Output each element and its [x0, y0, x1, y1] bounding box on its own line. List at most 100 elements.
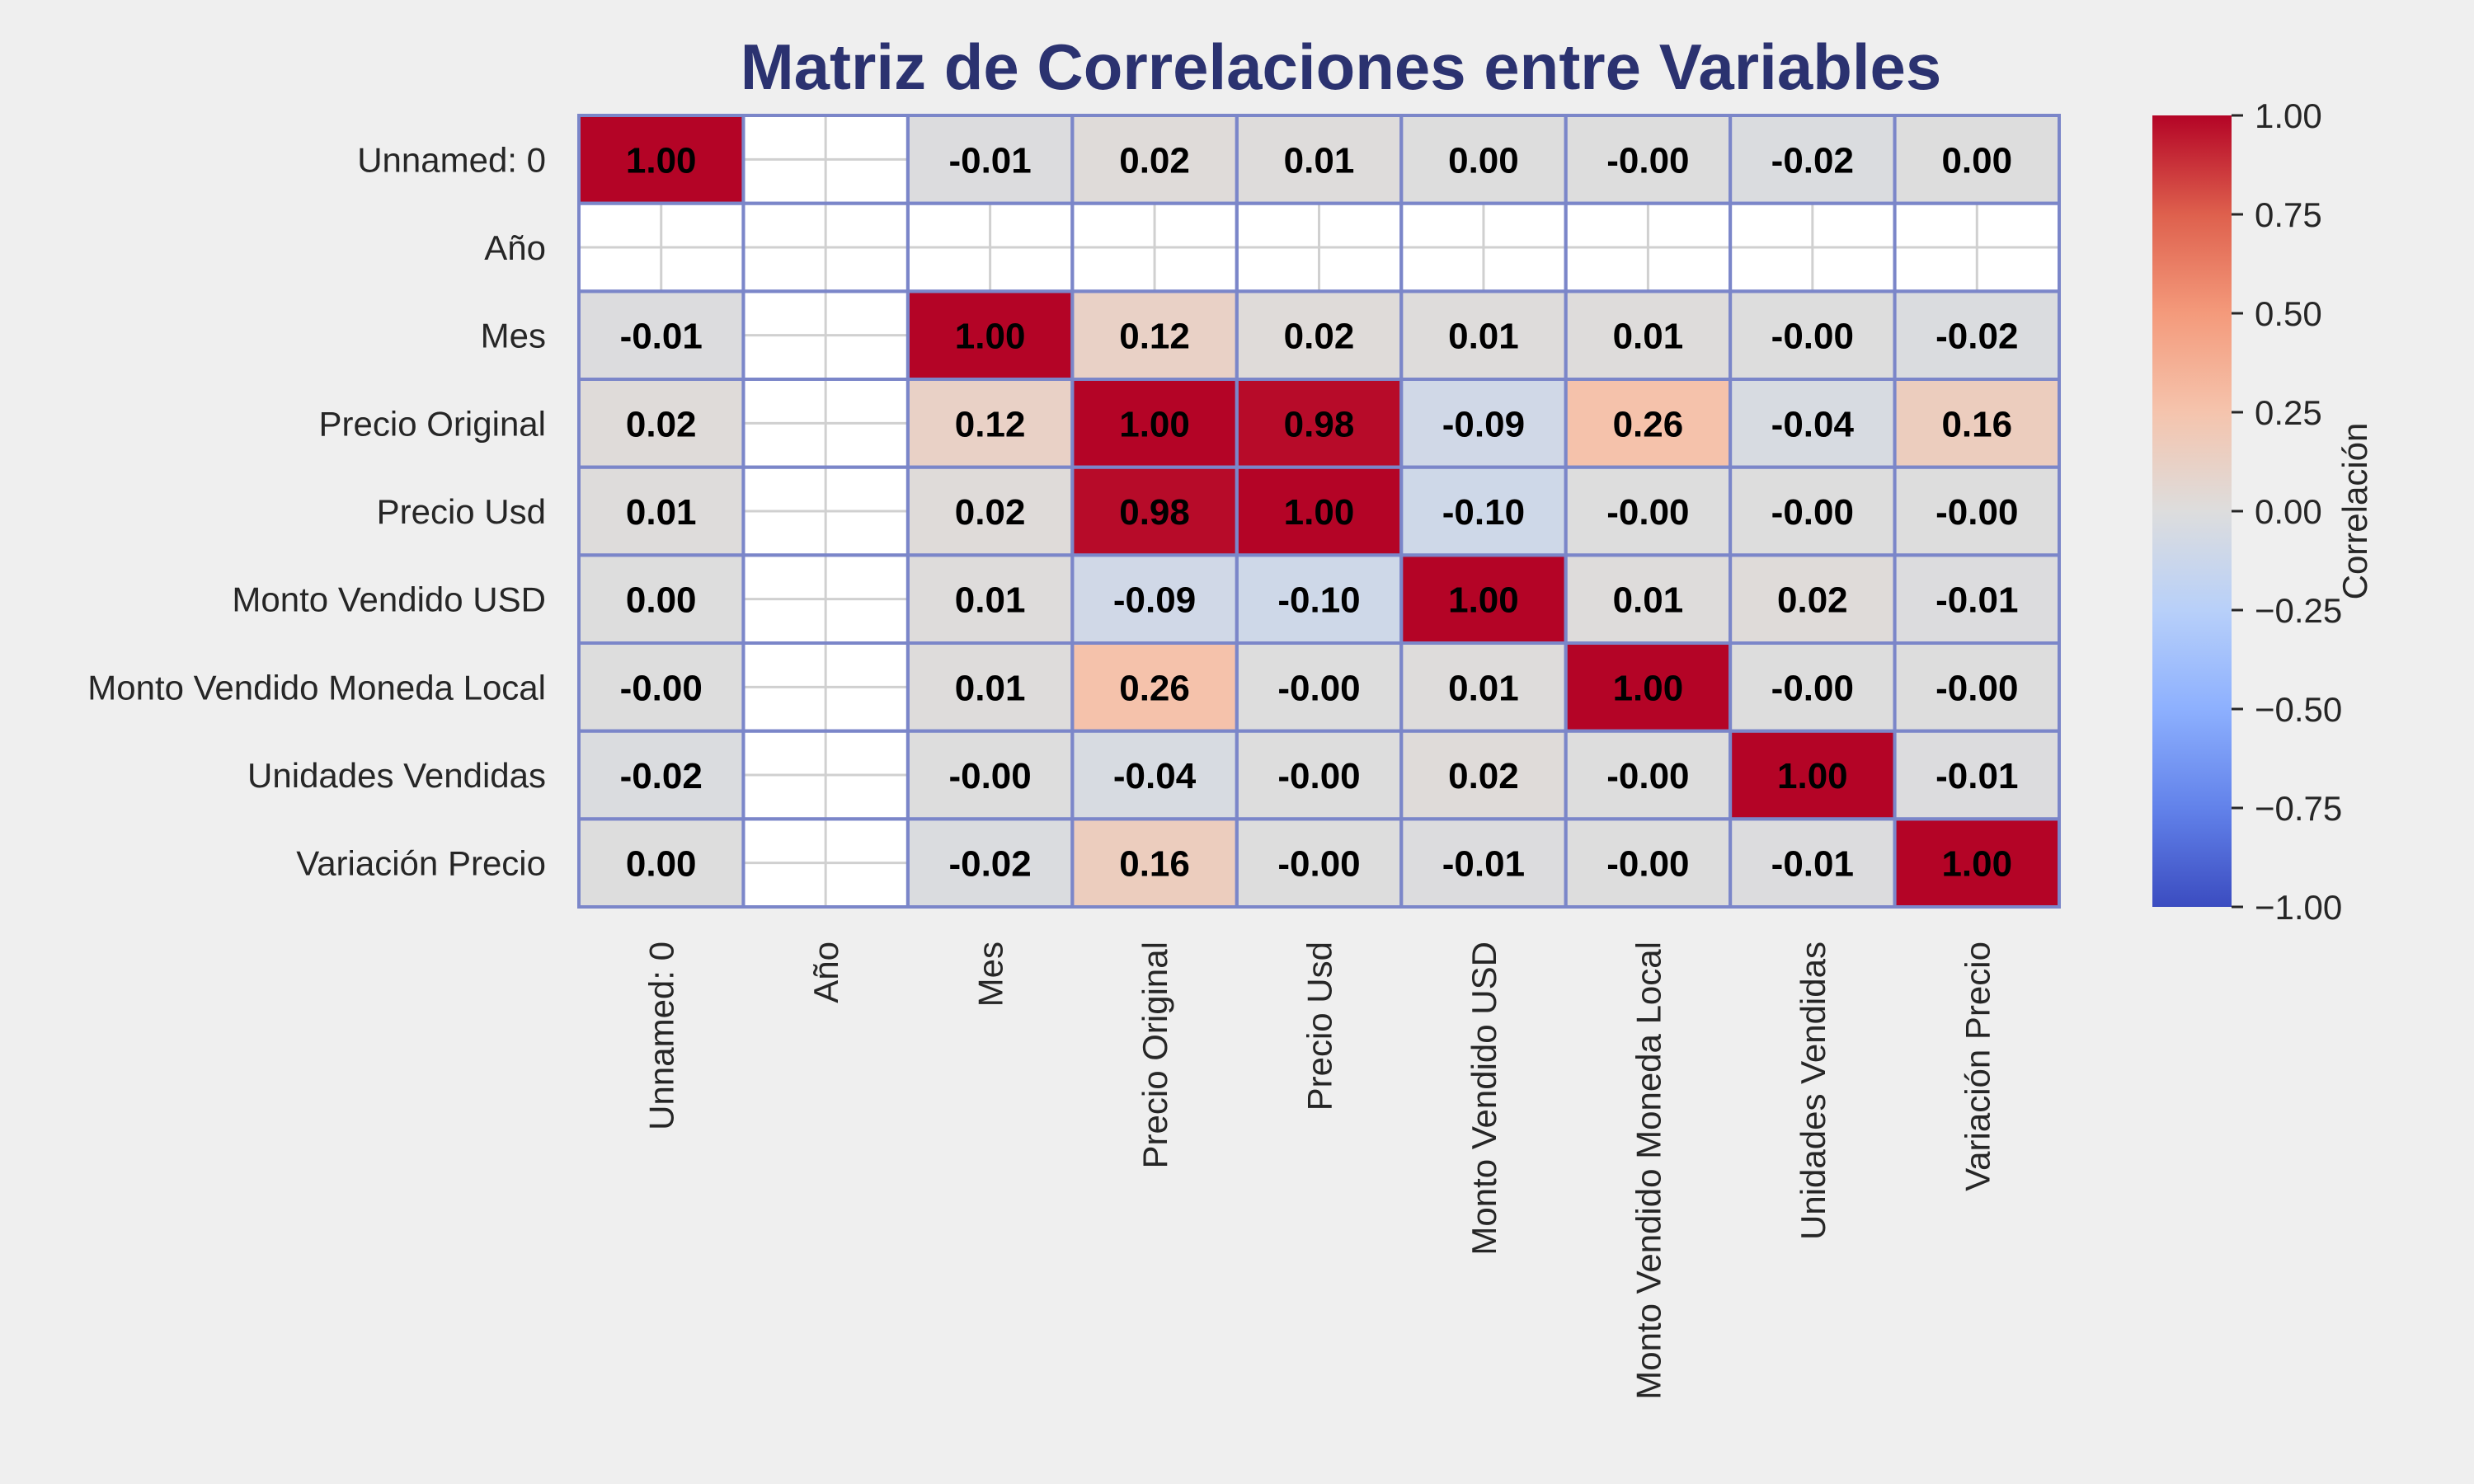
x-axis-tick-labels: Unnamed: 0 Año Mes Precio Original Precio Us…	[642, 942, 1997, 1400]
colorbar-tick-label: 0.75	[2255, 195, 2322, 234]
cell-value-label: -0.01	[1935, 580, 2018, 621]
x-tick-label: Variación Precio	[1958, 942, 1997, 1191]
y-tick-label: Monto Vendido USD	[232, 580, 546, 619]
heatmap-cell	[1894, 643, 2059, 731]
cell-value-label: 0.26	[1119, 668, 1190, 708]
cell-value-label: 0.02	[955, 492, 1026, 533]
heatmap-cell	[1072, 115, 1237, 204]
heatmap-cell	[1730, 115, 1895, 204]
heatmap-grid: 1.00 -0.01 0.02 0.01 0.00 -0.00 -0.02 0.00 -0.01…	[577, 114, 2062, 909]
cell-value-label: 0.02	[1284, 317, 1355, 357]
cell-value-label: 1.00	[1777, 756, 1848, 796]
heatmap-cell	[907, 379, 1073, 467]
heatmap-cell	[579, 555, 744, 643]
cell-value-label: 0.00	[626, 844, 697, 885]
x-tick-label: Monto Vendido Moneda Local	[1629, 942, 1667, 1400]
y-tick-label: Precio Original	[319, 404, 546, 443]
heatmap-cell	[1072, 291, 1237, 379]
heatmap-cell	[907, 643, 1073, 731]
heatmap-cell	[1565, 555, 1731, 643]
heatmap-cell-border	[1893, 817, 2062, 909]
cell-value-label: -0.09	[1442, 404, 1525, 444]
x-tick-label: Unnamed: 0	[642, 942, 681, 1130]
cell-value-label: 0.16	[1941, 404, 2012, 444]
y-axis-tick-labels: Unnamed: 0 Año Mes Precio Original Precio Us…	[87, 140, 546, 883]
cell-value-label: -0.00	[1935, 668, 2018, 708]
cell-value-label: 1.00	[1613, 668, 1684, 708]
heatmap-cell	[1565, 379, 1731, 467]
cell-value-label: -0.00	[1606, 140, 1689, 181]
cell-value-label: -0.01	[1935, 756, 2018, 796]
heatmap-cell	[1236, 730, 1402, 819]
heatmap-cell	[1072, 643, 1237, 731]
cell-value-label: 0.02	[1448, 756, 1519, 796]
heatmap-cell	[1072, 467, 1237, 556]
heatmap-cell	[1401, 819, 1566, 907]
heatmap-cell	[907, 819, 1073, 907]
cell-value-label: 1.00	[955, 317, 1026, 357]
heatmap-cell	[579, 730, 744, 819]
heatmap-cell	[1401, 643, 1566, 731]
x-tick-label: Precio Usd	[1300, 942, 1339, 1111]
cell-value-label: -0.09	[1113, 580, 1196, 621]
heatmap-cell	[1401, 467, 1566, 556]
heatmap-cell	[1236, 291, 1402, 379]
colorbar-tick-label: −0.25	[2255, 591, 2342, 630]
colorbar-tick-label: −0.75	[2255, 789, 2342, 828]
colorbar-tick-label: −0.50	[2255, 690, 2342, 729]
cell-value-label: 0.98	[1119, 492, 1190, 533]
cell-value-label: 0.00	[1941, 140, 2012, 181]
cell-value-label: -0.00	[1277, 844, 1360, 885]
cell-value-label: 0.01	[1613, 317, 1684, 357]
heatmap-cell	[907, 115, 1073, 204]
heatmap-cell	[1072, 555, 1237, 643]
cell-value-label: 1.00	[1284, 492, 1355, 533]
heatmap-cell	[1565, 643, 1731, 731]
x-tick-label: Año	[807, 942, 845, 1003]
colorbar-tick-label: 0.00	[2255, 492, 2322, 531]
cell-value-label: -0.00	[1771, 668, 1854, 708]
colorbar-tick-label: 0.25	[2255, 393, 2322, 432]
heatmap-cell	[1401, 115, 1566, 204]
colorbar-bar	[2152, 115, 2232, 907]
cell-value-label: 0.00	[626, 580, 697, 621]
cell-value-label: 0.01	[1448, 317, 1519, 357]
heatmap-cell	[907, 555, 1073, 643]
heatmap-cell	[579, 115, 744, 204]
heatmap-cell	[907, 730, 1073, 819]
cell-value-label: 1.00	[1448, 580, 1519, 621]
heatmap-cell	[579, 819, 744, 907]
colorbar-tick-label: 0.50	[2255, 294, 2322, 333]
heatmap-cell	[1401, 379, 1566, 467]
cell-value-label: -0.00	[1935, 492, 2018, 533]
y-tick-label: Variación Precio	[296, 844, 546, 883]
cell-value-label: -0.01	[620, 317, 703, 357]
x-tick-label: Mes	[971, 942, 1010, 1007]
cell-value-label: -0.10	[1442, 492, 1525, 533]
cell-value-label: -0.00	[1277, 756, 1360, 796]
heatmap-cell	[1236, 115, 1402, 204]
heatmap-cell	[1730, 467, 1895, 556]
heatmap-cell	[579, 643, 744, 731]
heatmap-cell	[1894, 467, 2059, 556]
heatmap-cell	[907, 291, 1073, 379]
cell-value-label: -0.01	[1771, 844, 1854, 885]
cell-value-label: 0.02	[626, 404, 697, 444]
heatmap-cell	[1894, 379, 2059, 467]
cell-value-label: -0.00	[1606, 492, 1689, 533]
cell-value-label: 1.00	[626, 140, 697, 181]
cell-value-label: -0.01	[948, 140, 1031, 181]
cell-value-label: 0.12	[955, 404, 1026, 444]
heatmap-cell	[579, 379, 744, 467]
heatmap-cell	[579, 467, 744, 556]
heatmap-cell	[1894, 819, 2059, 907]
cell-value-label: 0.01	[955, 668, 1026, 708]
cell-value-label: 0.12	[1119, 317, 1190, 357]
heatmap-cell	[907, 467, 1073, 556]
heatmap-cell	[1565, 467, 1731, 556]
cell-value-label: 0.02	[1777, 580, 1848, 621]
heatmap-cell	[1236, 643, 1402, 731]
cell-value-label: 0.26	[1613, 404, 1684, 444]
heatmap-cell	[1894, 115, 2059, 204]
